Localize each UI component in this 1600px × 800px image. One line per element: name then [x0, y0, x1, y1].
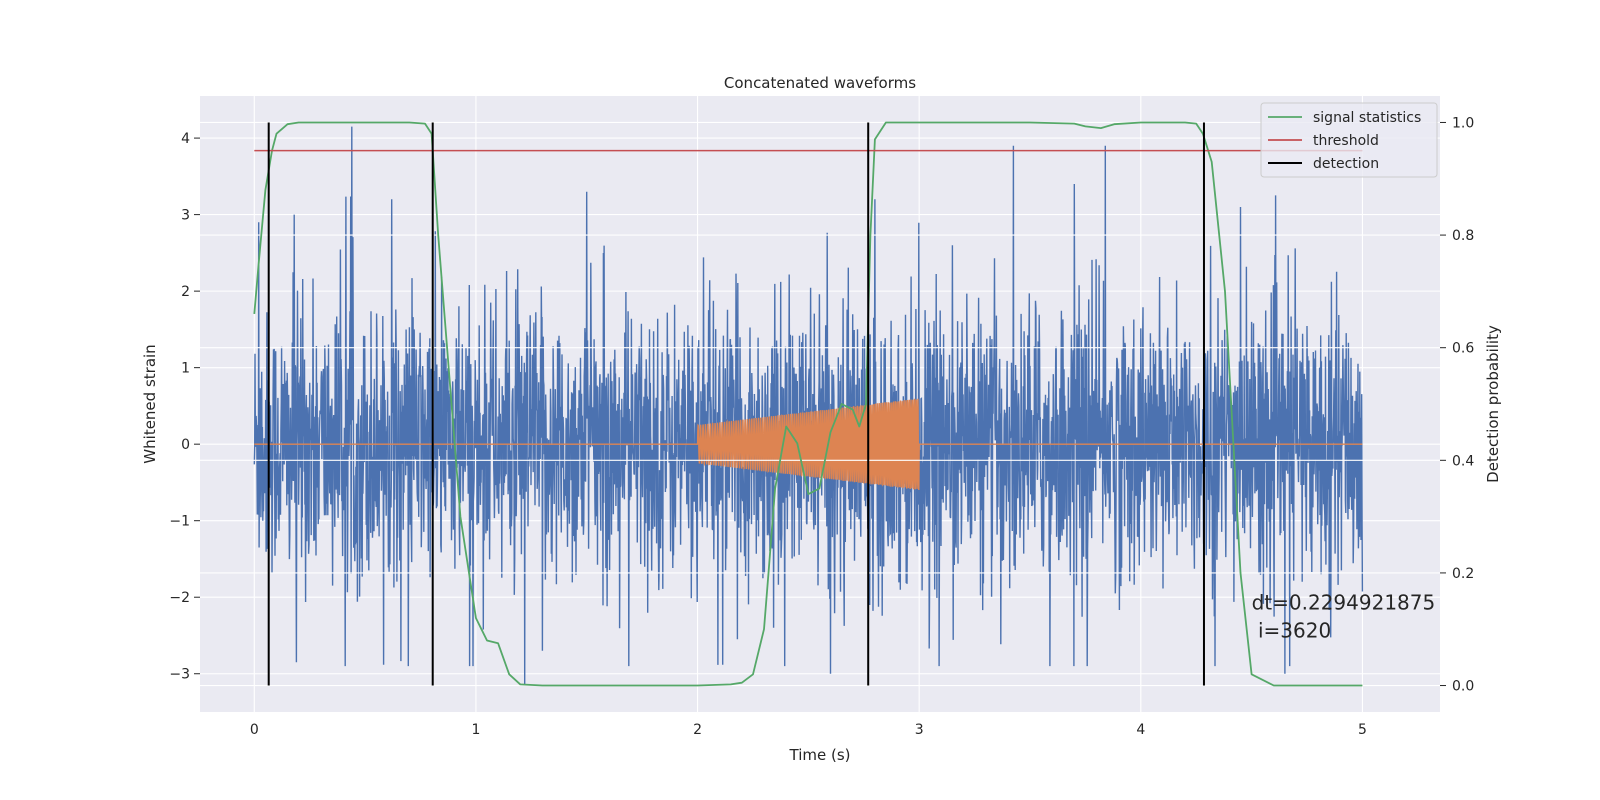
legend-label-detection: detection	[1313, 156, 1379, 172]
noise-series	[253, 126, 1364, 686]
chart-title: Concatenated waveforms	[724, 74, 916, 92]
chirp-line	[254, 398, 1363, 491]
legend-box	[1260, 102, 1438, 178]
chirp-series	[254, 398, 1363, 491]
annotation-index: i=3620	[1252, 619, 1332, 643]
y2-tick-label: 0.6	[1452, 341, 1474, 357]
y2-tick-label: 0.0	[1452, 679, 1474, 695]
y-tick-label: −1	[169, 514, 190, 530]
y2-tick-label: 0.2	[1452, 566, 1474, 582]
detection-lines	[267, 122, 1205, 686]
legend: signal statistics threshold detection	[1260, 102, 1438, 178]
y-tick-label: 0	[181, 437, 190, 453]
x-tick-label: 0	[250, 722, 259, 738]
y2-tick-label: 0.8	[1452, 228, 1474, 244]
x-axis-label: Time (s)	[789, 746, 851, 764]
y-tick-label: −3	[169, 667, 190, 683]
y-axis-label: Whitened strain	[141, 344, 159, 463]
signal-statistics-series	[253, 121, 1363, 687]
x-tick-label: 4	[1136, 722, 1145, 738]
x-tick-label: 3	[915, 722, 924, 738]
y-tick-label: 2	[181, 284, 190, 300]
noise-line	[253, 126, 1364, 686]
signal-statistics-line	[253, 121, 1363, 687]
y-tick-label: 4	[181, 131, 190, 147]
y-tick-label: 1	[181, 361, 190, 377]
legend-label-signal-statistics: signal statistics	[1313, 110, 1421, 126]
legend-label-threshold: threshold	[1313, 133, 1379, 149]
y-tick-label: −2	[169, 590, 190, 606]
annotation: dt=0.2294921875 i=3620	[1252, 591, 1436, 643]
y-tick-label: 3	[181, 208, 190, 224]
x-tick-label: 2	[693, 722, 702, 738]
x-tick-label: 1	[471, 722, 480, 738]
y2-axis-label: Detection probability	[1484, 325, 1502, 483]
annotation-dt: dt=0.2294921875	[1252, 591, 1436, 615]
x-tick-label: 5	[1358, 722, 1367, 738]
y2-tick-label: 1.0	[1452, 115, 1474, 131]
y2-tick-label: 0.4	[1452, 453, 1474, 469]
axis-ticks: 0 1 2 3 4 5 −3 −2 −1 0 1 2 3 4 0.0 0.2 0.4 0.6 0.8 1.0	[169, 115, 1474, 738]
